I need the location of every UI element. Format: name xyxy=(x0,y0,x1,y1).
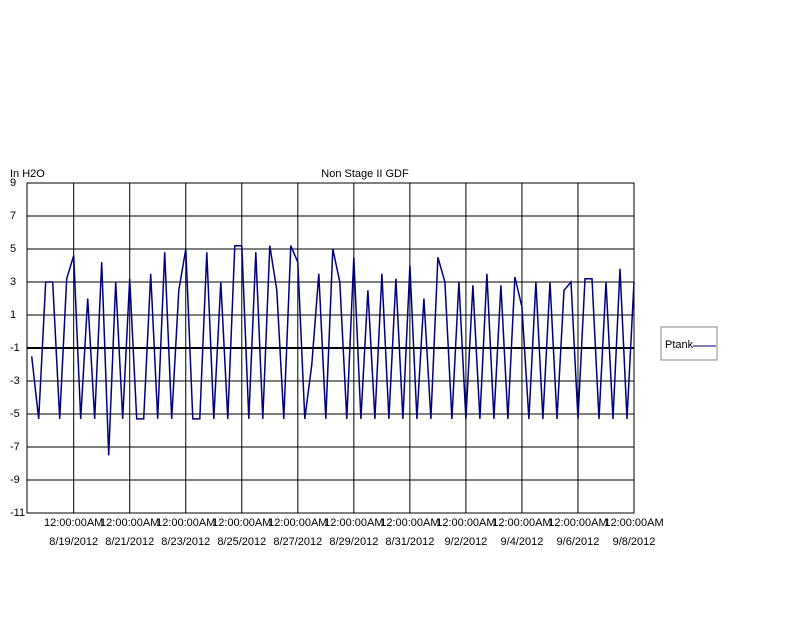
x-tick-label: 12:00:00AM xyxy=(156,517,215,529)
y-tick-label: -3 xyxy=(10,375,20,387)
x-tick-label: 9/4/2012 xyxy=(501,536,544,548)
y-tick-label: -7 xyxy=(10,441,20,453)
x-tick-label: 12:00:00AM xyxy=(380,517,439,529)
x-tick-label: 9/2/2012 xyxy=(444,536,487,548)
y-tick-label: -9 xyxy=(10,474,20,486)
y-tick-label: 5 xyxy=(10,243,16,255)
x-tick-label: 12:00:00AM xyxy=(268,517,327,529)
chart-title: Non Stage II GDF xyxy=(321,168,409,180)
x-tick-label: 12:00:00AM xyxy=(44,517,103,529)
y-tick-label: 7 xyxy=(10,210,16,222)
y-tick-label: 1 xyxy=(10,309,16,321)
x-tick-label: 8/31/2012 xyxy=(385,536,434,548)
x-tick-label: 8/25/2012 xyxy=(217,536,266,548)
y-tick-label: -11 xyxy=(10,507,25,519)
x-tick-label: 12:00:00AM xyxy=(212,517,271,529)
y-axis-label: In H2O xyxy=(10,168,45,180)
x-tick-label: 12:00:00AM xyxy=(604,517,663,529)
x-tick-label: 8/21/2012 xyxy=(105,536,154,548)
x-tick-label: 9/8/2012 xyxy=(613,536,656,548)
y-tick-label: -5 xyxy=(10,408,20,420)
x-tick-label: 9/6/2012 xyxy=(557,536,600,548)
x-tick-label: 12:00:00AM xyxy=(100,517,159,529)
x-tick-label: 12:00:00AM xyxy=(492,517,551,529)
data-line xyxy=(30,244,635,456)
legend-box xyxy=(660,326,718,361)
x-tick-label: 8/29/2012 xyxy=(329,536,378,548)
y-tick-label: 9 xyxy=(10,177,16,189)
x-tick-label: 8/23/2012 xyxy=(161,536,210,548)
y-tick-label: -1 xyxy=(10,342,20,354)
x-tick-label: 8/19/2012 xyxy=(49,536,98,548)
x-tick-label: 8/27/2012 xyxy=(273,536,322,548)
x-tick-label: 12:00:00AM xyxy=(548,517,607,529)
y-tick-label: 3 xyxy=(10,276,16,288)
legend-label: Ptank xyxy=(665,339,694,351)
x-tick-label: 12:00:00AM xyxy=(436,517,495,529)
x-tick-label: 12:00:00AM xyxy=(324,517,383,529)
